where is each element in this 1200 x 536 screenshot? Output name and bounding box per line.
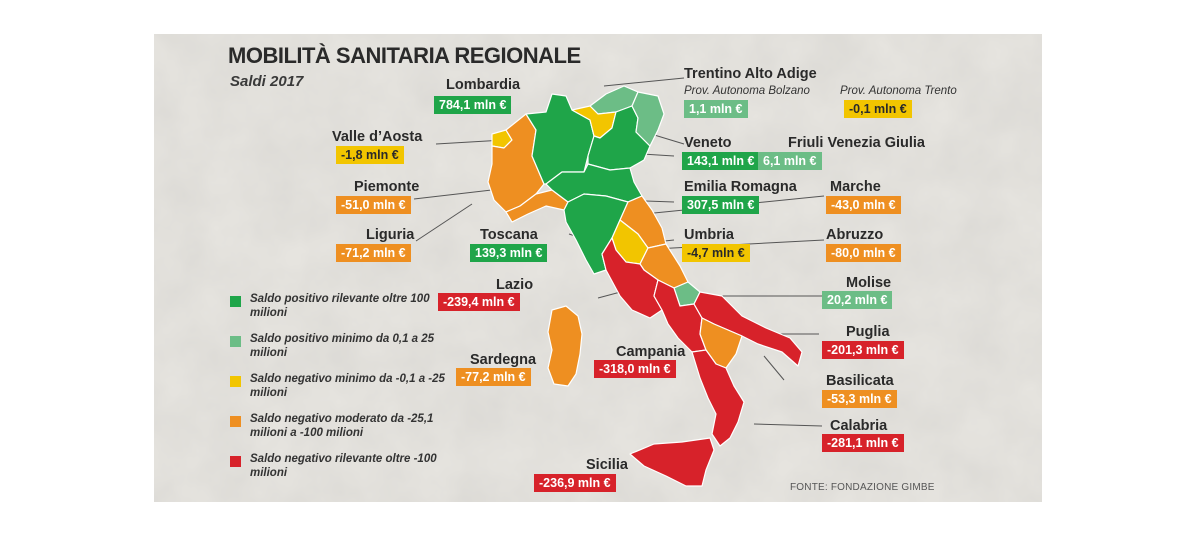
label-friuli: Friuli Venezia Giulia xyxy=(788,135,925,151)
label-bolzano: Prov. Autonoma Bolzano xyxy=(684,85,810,97)
label-valle-aosta: Valle d’Aosta xyxy=(332,129,423,145)
label-piemonte: Piemonte xyxy=(354,179,420,195)
legend-item: Saldo positivo rilevante oltre 100 milio… xyxy=(230,292,450,332)
label-sicilia: Sicilia xyxy=(586,457,628,473)
value-sicilia: -236,9 mln € xyxy=(534,474,616,492)
legend: Saldo positivo rilevante oltre 100 milio… xyxy=(230,292,450,492)
region-friuli xyxy=(631,91,665,147)
value-lazio: -239,4 mln € xyxy=(438,293,520,311)
label-molise: Molise xyxy=(846,275,892,291)
value-piemonte: -51,0 mln € xyxy=(336,196,411,214)
legend-item: Saldo negativo minimo da -0,1 a -25 mili… xyxy=(230,372,450,412)
label-trento: Prov. Autonoma Trento xyxy=(840,85,957,97)
value-trento: -0,1 mln € xyxy=(844,100,912,118)
value-calabria: -281,1 mln € xyxy=(822,434,904,452)
value-valle-aosta: -1,8 mln € xyxy=(336,146,404,164)
legend-text: Saldo negativo moderato da -25,1 milioni… xyxy=(250,413,434,439)
label-toscana: Toscana xyxy=(480,227,538,243)
value-bolzano: 1,1 mln € xyxy=(684,100,748,118)
region-calabria xyxy=(691,349,745,447)
legend-swatch xyxy=(230,336,241,347)
label-umbria: Umbria xyxy=(684,227,734,243)
label-emilia: Emilia Romagna xyxy=(684,179,797,195)
label-basilicata: Basilicata xyxy=(826,373,894,389)
value-campania: -318,0 mln € xyxy=(594,360,676,378)
label-veneto: Veneto xyxy=(684,135,732,151)
label-puglia: Puglia xyxy=(846,324,890,340)
label-abruzzo: Abruzzo xyxy=(826,227,884,243)
label-marche: Marche xyxy=(830,179,881,195)
value-toscana: 139,3 mln € xyxy=(470,244,548,262)
legend-text: Saldo negativo minimo da -0,1 a -25 mili… xyxy=(250,373,445,399)
label-calabria: Calabria xyxy=(830,418,888,434)
value-liguria: -71,2 mln € xyxy=(336,244,411,262)
value-puglia: -201,3 mln € xyxy=(822,341,904,359)
italy-map xyxy=(413,77,825,487)
label-lazio: Lazio xyxy=(496,277,534,293)
region-lazio xyxy=(601,237,663,319)
legend-swatch xyxy=(230,376,241,387)
page-title: MOBILITÀ SANITARIA REGIONALE xyxy=(228,43,581,68)
legend-item: Saldo positivo minimo da 0,1 a 25 milion… xyxy=(230,332,450,372)
legend-swatch xyxy=(230,296,241,307)
regions xyxy=(487,85,803,487)
infographic-panel: MOBILITÀ SANITARIA REGIONALE Saldi 2017 … xyxy=(154,34,1042,502)
value-abruzzo: -80,0 mln € xyxy=(826,244,901,262)
region-sicilia xyxy=(629,437,715,487)
legend-swatch xyxy=(230,416,241,427)
legend-text: Saldo positivo rilevante oltre 100 milio… xyxy=(250,293,430,319)
value-sardegna: -77,2 mln € xyxy=(456,368,531,386)
legend-text: Saldo positivo minimo da 0,1 a 25 milion… xyxy=(250,333,435,359)
legend-item: Saldo negativo rilevante oltre -100 mili… xyxy=(230,452,450,492)
legend-text: Saldo negativo rilevante oltre -100 mili… xyxy=(250,453,437,479)
label-lombardia: Lombardia xyxy=(446,77,521,93)
value-emilia: 307,5 mln € xyxy=(682,196,760,214)
page-subtitle: Saldi 2017 xyxy=(230,73,304,90)
label-liguria: Liguria xyxy=(366,227,415,243)
source-credit: FONTE: FONDAZIONE GIMBE xyxy=(790,482,935,493)
label-trentino: Trentino Alto Adige xyxy=(684,66,817,82)
region-sardegna xyxy=(547,305,583,387)
label-sardegna: Sardegna xyxy=(470,352,537,368)
value-umbria: -4,7 mln € xyxy=(682,244,750,262)
value-basilicata: -53,3 mln € xyxy=(822,390,897,408)
value-marche: -43,0 mln € xyxy=(826,196,901,214)
value-lombardia: 784,1 mln € xyxy=(434,96,512,114)
value-molise: 20,2 mln € xyxy=(822,291,893,309)
legend-item: Saldo negativo moderato da -25,1 milioni… xyxy=(230,412,450,452)
value-friuli: 6,1 mln € xyxy=(758,152,822,170)
legend-swatch xyxy=(230,456,241,467)
value-veneto: 143,1 mln € xyxy=(682,152,760,170)
label-campania: Campania xyxy=(616,344,686,360)
